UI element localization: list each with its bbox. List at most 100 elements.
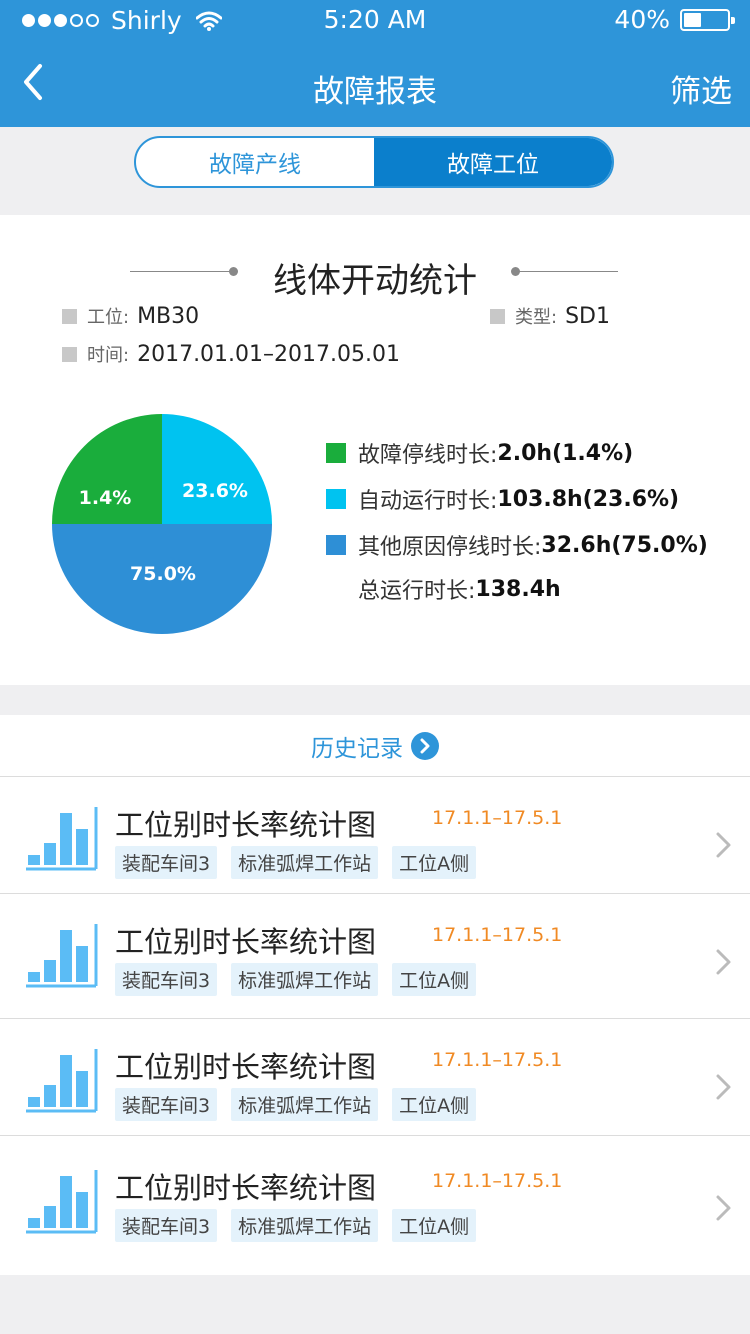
back-button[interactable] bbox=[20, 60, 60, 104]
battery-status: 40% bbox=[614, 5, 735, 34]
pie-slice-label: 23.6% bbox=[182, 480, 248, 502]
legend-item: 自动运行时长: 103.8h(23.6%) bbox=[326, 483, 679, 515]
legend-swatch bbox=[326, 489, 346, 509]
record-title: 工位别时长率统计图 bbox=[115, 808, 377, 842]
total-value: 138.4h bbox=[475, 576, 561, 602]
bar-chart-icon bbox=[26, 807, 98, 871]
time-label: 时间: bbox=[87, 345, 130, 366]
record-title: 工位别时长率统计图 bbox=[115, 1050, 377, 1084]
meta-type: 类型: SD1 bbox=[490, 303, 610, 329]
history-link[interactable]: 历史记录 bbox=[0, 715, 750, 777]
title-divider-left bbox=[130, 271, 230, 272]
status-bar: Shirly 5:20 AM 40% bbox=[0, 0, 750, 40]
legend-label: 其他原因停线时长: bbox=[358, 535, 542, 560]
record-tags: 装配车间3 标准弧焊工作站 工位A侧 bbox=[115, 963, 490, 996]
total-runtime: 总运行时长: 138.4h bbox=[358, 573, 561, 605]
pie-slice bbox=[162, 414, 272, 524]
legend-value: 2.0h(1.4%) bbox=[497, 440, 634, 466]
filter-button[interactable]: 筛选 bbox=[670, 74, 732, 110]
status-time: 5:20 AM bbox=[323, 5, 427, 34]
title-dot-right bbox=[511, 267, 520, 276]
time-value: 2017.01.01–2017.05.01 bbox=[137, 341, 401, 367]
record-tags: 装配车间3 标准弧焊工作站 工位A侧 bbox=[115, 1209, 490, 1242]
bullet-square bbox=[62, 346, 77, 362]
legend-item: 故障停线时长: 2.0h(1.4%) bbox=[326, 437, 633, 469]
record-title: 工位别时长率统计图 bbox=[115, 925, 377, 959]
tab-switcher: 故障产线 故障工位 bbox=[134, 136, 614, 188]
history-record[interactable]: 工位别时长率统计图 17.1.1–17.5.1 装配车间3 标准弧焊工作站 工位A侧 bbox=[0, 1019, 750, 1136]
type-label: 类型: bbox=[515, 307, 558, 328]
record-date: 17.1.1–17.5.1 bbox=[432, 924, 563, 946]
record-tag: 工位A侧 bbox=[392, 1088, 477, 1121]
chevron-right-icon bbox=[716, 949, 731, 975]
total-label: 总运行时长: bbox=[358, 579, 476, 604]
stats-title: 线体开动统计 bbox=[273, 261, 477, 301]
battery-tip bbox=[731, 16, 735, 24]
legend-label: 自动运行时长: bbox=[358, 489, 498, 514]
record-tag: 标准弧焊工作站 bbox=[231, 1088, 379, 1121]
title-dot-left bbox=[229, 267, 238, 276]
signal-dot-icon bbox=[86, 14, 99, 27]
signal-dot-icon bbox=[54, 14, 67, 27]
legend-swatch bbox=[326, 443, 346, 463]
chevron-right-icon bbox=[716, 1074, 731, 1100]
record-tags: 装配车间3 标准弧焊工作站 工位A侧 bbox=[115, 1088, 490, 1121]
battery-icon bbox=[680, 8, 735, 31]
history-record[interactable]: 工位别时长率统计图 17.1.1–17.5.1 装配车间3 标准弧焊工作站 工位A侧 bbox=[0, 894, 750, 1019]
record-tag: 标准弧焊工作站 bbox=[231, 963, 379, 996]
record-date: 17.1.1–17.5.1 bbox=[432, 807, 563, 829]
meta-station: 工位: MB30 bbox=[62, 303, 199, 329]
legend-item: 其他原因停线时长: 32.6h(75.0%) bbox=[326, 529, 708, 561]
legend-swatch bbox=[326, 535, 346, 555]
bar-chart-icon bbox=[26, 1170, 98, 1234]
history-record[interactable]: 工位别时长率统计图 17.1.1–17.5.1 装配车间3 标准弧焊工作站 工位A侧 bbox=[0, 777, 750, 894]
bullet-square bbox=[490, 308, 505, 324]
record-date: 17.1.1–17.5.1 bbox=[432, 1170, 563, 1192]
meta-time: 时间: 2017.01.01–2017.05.01 bbox=[62, 341, 400, 367]
legend-label: 故障停线时长: bbox=[358, 443, 498, 468]
history-record[interactable]: 工位别时长率统计图 17.1.1–17.5.1 装配车间3 标准弧焊工作站 工位A侧 bbox=[0, 1136, 750, 1274]
carrier-name: Shirly bbox=[111, 6, 182, 35]
legend-value: 32.6h(75.0%) bbox=[541, 532, 708, 558]
chevron-left-icon bbox=[24, 64, 42, 100]
record-tag: 装配车间3 bbox=[115, 1209, 218, 1242]
stats-card: 线体开动统计 工位: MB30 类型: SD1 时间: 2017.01.01–2… bbox=[0, 215, 750, 685]
battery-percent: 40% bbox=[614, 5, 670, 34]
signal-carrier: Shirly bbox=[22, 6, 222, 35]
pie-chart: 1.4% 23.6% 75.0% bbox=[52, 414, 272, 634]
record-tag: 工位A侧 bbox=[392, 1209, 477, 1242]
app-header: Shirly 5:20 AM 40% 故障报表 筛选 bbox=[0, 0, 750, 127]
signal-dot-icon bbox=[38, 14, 51, 27]
record-tag: 装配车间3 bbox=[115, 846, 218, 879]
pie-slice-label: 75.0% bbox=[130, 563, 196, 585]
type-value: SD1 bbox=[565, 303, 610, 329]
record-date: 17.1.1–17.5.1 bbox=[432, 1049, 563, 1071]
chevron-right-icon bbox=[716, 832, 731, 858]
title-divider-right bbox=[518, 271, 618, 272]
bullet-square bbox=[62, 308, 77, 324]
bar-chart-icon bbox=[26, 1049, 98, 1113]
station-label: 工位: bbox=[87, 307, 130, 328]
record-tag: 标准弧焊工作站 bbox=[231, 1209, 379, 1242]
legend-value: 103.8h(23.6%) bbox=[497, 486, 680, 512]
tab-fault-line[interactable]: 故障产线 bbox=[209, 152, 301, 178]
station-value: MB30 bbox=[137, 303, 200, 329]
record-tag: 工位A侧 bbox=[392, 963, 477, 996]
pie-slice bbox=[52, 524, 272, 634]
history-title: 历史记录 bbox=[311, 735, 403, 762]
bar-chart-icon bbox=[26, 924, 98, 988]
record-tags: 装配车间3 标准弧焊工作站 工位A侧 bbox=[115, 846, 490, 879]
record-tag: 装配车间3 bbox=[115, 1088, 218, 1121]
battery-level bbox=[684, 12, 701, 27]
record-tag: 标准弧焊工作站 bbox=[231, 846, 379, 879]
page-title: 故障报表 bbox=[313, 74, 437, 110]
tab-fault-station[interactable]: 故障工位 bbox=[374, 138, 612, 186]
signal-dot-icon bbox=[22, 14, 35, 27]
chevron-right-icon bbox=[716, 1195, 731, 1221]
pie-slice-label: 1.4% bbox=[79, 487, 132, 509]
pie-slice bbox=[52, 414, 162, 524]
history-card: 历史记录 工位别时长率统计图 17.1.1–17.5.1 装配车间3 标准弧焊工作站工… bbox=[0, 715, 750, 1275]
record-tag: 装配车间3 bbox=[115, 963, 218, 996]
wifi-icon bbox=[195, 11, 222, 31]
signal-dot-icon bbox=[70, 14, 83, 27]
